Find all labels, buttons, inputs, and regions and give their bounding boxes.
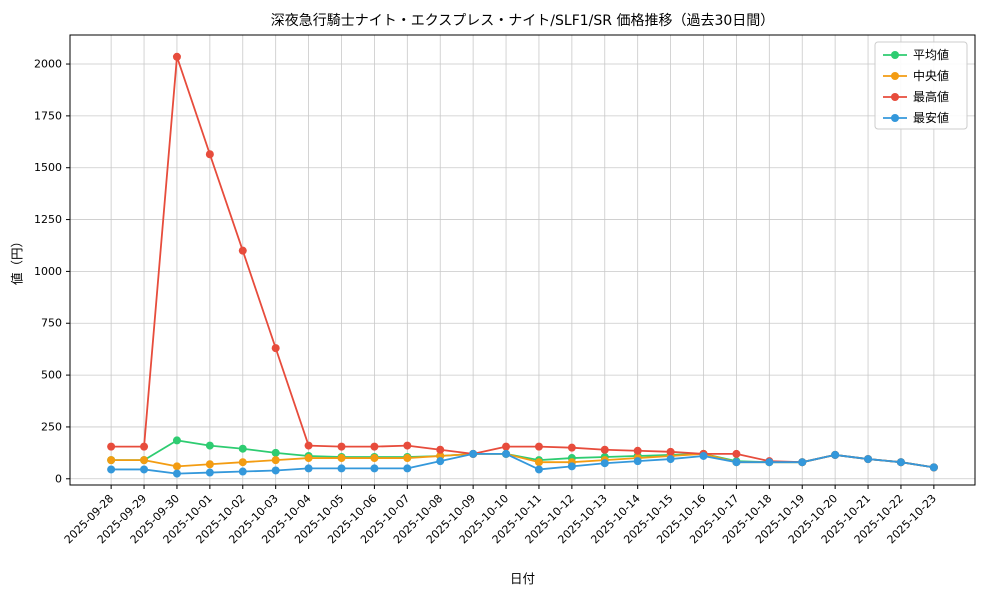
data-point xyxy=(929,463,938,472)
data-point xyxy=(238,444,247,453)
data-point xyxy=(436,457,445,466)
plot-border xyxy=(69,34,976,486)
data-point xyxy=(403,441,412,450)
y-tick-label: 1750 xyxy=(34,109,62,122)
data-point xyxy=(205,150,214,159)
data-point xyxy=(107,442,116,451)
data-point xyxy=(172,436,181,445)
data-point xyxy=(172,469,181,478)
series-line-3 xyxy=(110,452,935,475)
data-point xyxy=(403,464,412,473)
data-point xyxy=(798,458,807,467)
y-tick-label: 0 xyxy=(55,472,62,485)
data-point xyxy=(238,458,247,467)
legend-label: 中央値 xyxy=(913,68,949,83)
data-point xyxy=(534,458,543,467)
data-point xyxy=(140,456,149,465)
data-point xyxy=(107,465,116,474)
data-point xyxy=(864,455,873,464)
data-point xyxy=(205,460,214,469)
data-point xyxy=(271,344,280,353)
data-point xyxy=(633,446,642,455)
y-tick-label: 1000 xyxy=(34,265,62,278)
y-tick-label: 1250 xyxy=(34,213,62,226)
data-point xyxy=(304,441,313,450)
data-point xyxy=(370,464,379,473)
data-point xyxy=(370,442,379,451)
data-point xyxy=(107,456,116,465)
legend-marker xyxy=(891,114,899,122)
x-axis-label: 日付 xyxy=(509,571,535,586)
data-point xyxy=(502,449,511,458)
data-point xyxy=(600,445,609,454)
data-point xyxy=(765,458,774,467)
data-point xyxy=(172,52,181,61)
data-point xyxy=(337,454,346,463)
data-point xyxy=(370,454,379,463)
data-point xyxy=(567,462,576,471)
y-tick-label: 1500 xyxy=(34,161,62,174)
legend-marker xyxy=(891,72,899,80)
data-point xyxy=(304,464,313,473)
data-point xyxy=(140,465,149,474)
data-point xyxy=(699,451,708,460)
series-line-2 xyxy=(110,55,935,469)
data-point xyxy=(732,449,741,458)
data-point xyxy=(337,442,346,451)
data-point xyxy=(271,466,280,475)
data-point xyxy=(205,468,214,477)
data-point xyxy=(896,458,905,467)
data-point xyxy=(271,448,280,457)
data-point xyxy=(271,456,280,465)
data-point xyxy=(337,464,346,473)
data-point xyxy=(633,457,642,466)
legend-label: 平均値 xyxy=(913,47,949,62)
data-point xyxy=(666,455,675,464)
legend-box xyxy=(874,41,968,130)
legend-marker xyxy=(891,93,899,101)
data-point xyxy=(403,454,412,463)
data-point xyxy=(666,447,675,456)
legend-label: 最高値 xyxy=(913,89,949,104)
y-tick-label: 500 xyxy=(41,369,62,382)
data-point xyxy=(600,459,609,468)
data-point xyxy=(534,465,543,474)
data-point xyxy=(502,442,511,451)
y-tick-label: 250 xyxy=(41,420,62,433)
y-tick-label: 750 xyxy=(41,317,62,330)
data-point xyxy=(205,441,214,450)
data-point xyxy=(238,246,247,255)
data-point xyxy=(304,454,313,463)
data-point xyxy=(436,445,445,454)
data-point xyxy=(140,442,149,451)
data-point xyxy=(469,449,478,458)
data-point xyxy=(238,467,247,476)
data-point xyxy=(567,443,576,452)
y-tick-label: 2000 xyxy=(34,58,62,71)
chart-title: 深夜急行騎士ナイト・エクスプレス・ナイト/SLF1/SR 価格推移（過去30日間… xyxy=(270,13,775,29)
data-point xyxy=(831,450,840,459)
data-point xyxy=(172,462,181,471)
data-point xyxy=(732,458,741,467)
legend-label: 最安値 xyxy=(913,110,949,125)
y-axis-label: 値（円） xyxy=(9,234,25,286)
legend-marker xyxy=(891,51,899,59)
data-point xyxy=(534,442,543,451)
